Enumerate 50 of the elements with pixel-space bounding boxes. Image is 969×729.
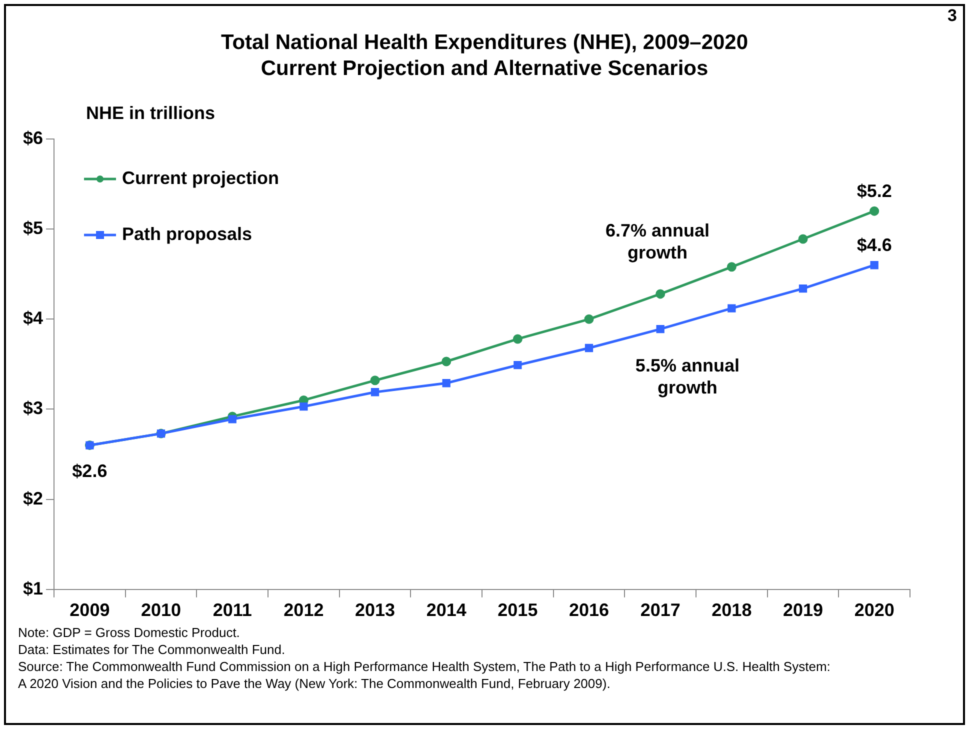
x-tick-label: 2020: [854, 600, 894, 620]
data-label: $5.2: [856, 181, 892, 202]
point: [514, 361, 522, 370]
chart-subtitle: Current Projection and Alternative Scenarios: [260, 56, 710, 82]
point: [656, 324, 664, 334]
point: [798, 234, 808, 244]
y-tick-label: $4: [22, 308, 44, 328]
point: [512, 334, 522, 344]
x-tick-label: 2018: [712, 600, 752, 620]
text: Data: Estimates for The Commonwealth Fund.: [18, 641, 286, 658]
point: [728, 304, 736, 312]
annotation: 6.7% annual growth: [605, 220, 710, 263]
legend-label: Path proposals: [122, 224, 252, 244]
y-tick-label: $1: [22, 578, 44, 598]
y-tick-label: $2: [22, 488, 44, 508]
annotation: 5.5% annual growth: [635, 356, 740, 398]
x-tick-label: 2019: [782, 600, 824, 620]
chart-title: Total National Health Expenditures (NHE), 2009–2020: [220, 30, 750, 56]
point: [870, 206, 880, 216]
y-tick-label: $3: [22, 398, 44, 418]
x-tick-label: 2015: [498, 600, 538, 620]
x-tick-label: 2012: [284, 600, 324, 620]
point: [300, 402, 308, 411]
x-tick-label: 2014: [426, 600, 466, 620]
point: [228, 415, 236, 424]
legend-label: Current projection: [122, 168, 280, 188]
source-note: Source: The Commonwealth Fund Commission on a High Performance Health System, The Path to a High Performance U.S. Health System: A 2020 Vision and the Policies to Pave the Way (New York: The Commonwealth Fund, February 2009).: [18, 658, 832, 692]
point: [442, 356, 452, 366]
x-tick-label: 2013: [354, 600, 396, 620]
point: [370, 376, 380, 386]
data-label: $2.6: [72, 461, 108, 482]
point: [584, 314, 594, 324]
y-tick-label: $6: [22, 128, 44, 148]
point: [442, 379, 450, 388]
y-tick-label: $5: [22, 218, 44, 238]
x-tick-label: 2016: [568, 600, 610, 620]
x-tick-label: 2017: [640, 600, 680, 620]
point: [584, 344, 594, 352]
text: 3: [948, 6, 957, 26]
point: [798, 284, 808, 293]
point: [870, 261, 878, 270]
text: Note: GDP = Gross Domestic Product.: [18, 624, 241, 641]
x-tick-label: 2009: [70, 600, 110, 620]
point: [656, 289, 666, 299]
data-label: $4.6: [856, 235, 892, 256]
y-axis-title: NHE in trillions: [86, 103, 216, 124]
point: [726, 262, 736, 272]
point: [370, 388, 380, 396]
x-tick-label: 2010: [140, 600, 182, 620]
x-tick-label: 2011: [212, 600, 252, 620]
